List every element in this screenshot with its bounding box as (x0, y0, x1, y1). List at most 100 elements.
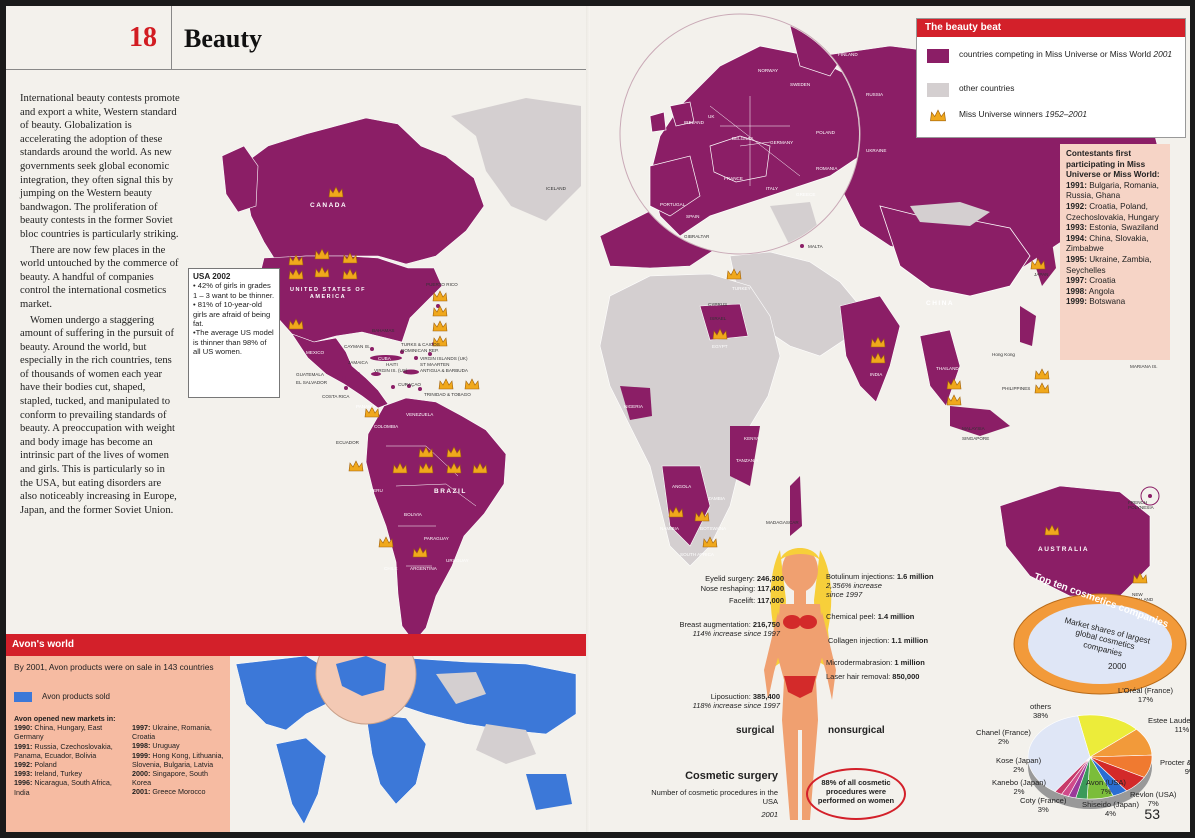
label-france: FRANCE (724, 176, 743, 181)
crown-icon (378, 536, 394, 548)
label-new-zealand: NEW ZEALAND (1132, 592, 1154, 602)
beauty-beat-legend: The beauty beat countries competing in M… (916, 18, 1186, 138)
intro-paragraph: International beauty contests promote an… (20, 93, 180, 240)
label-thailand: THAILAND (936, 366, 959, 371)
label-philippines: PHILIPPINES (1002, 386, 1031, 391)
label-poland: POLAND (816, 130, 835, 135)
avon-markets-heading: Avon opened new markets in: (14, 714, 116, 723)
legend-swatch-competing (927, 49, 949, 63)
beauty-beat-title: The beauty beat (917, 19, 1185, 37)
label-japan: JAPAN (1034, 272, 1049, 277)
label-italy: ITALY (766, 186, 779, 191)
first-row: 1999: Botswana (1066, 297, 1126, 307)
label-argentina: ARGENTINA (410, 566, 437, 571)
procedure-collagen: Collagen injection: 1.1 million (828, 636, 929, 645)
crown-icon (432, 335, 448, 347)
label-colombia: COLOMBIA (374, 424, 399, 429)
first-row: 1995: Ukraine, Zambia, Seychelles (1066, 254, 1152, 275)
legend-winners: Miss Universe winners 1952–2001 (927, 109, 1087, 123)
crown-icon (1030, 258, 1046, 270)
label-dominican: DOMINICAN REP. (401, 348, 439, 353)
label-el-salvador: EL SALVADOR (296, 380, 328, 385)
page-number: 53 (1144, 806, 1160, 822)
africa-shape (599, 273, 781, 567)
legend-other-label: other countries (959, 83, 1015, 93)
legend-swatch-other (927, 83, 949, 97)
label-iceland: ICELAND (546, 186, 566, 191)
label-angola: ANGOLA (672, 484, 692, 489)
procedure-microderm: Microdermabrasion: 1 million (826, 658, 925, 667)
avon-market-row: 1998: Uruguay (132, 741, 180, 751)
crown-icon (446, 446, 462, 458)
top-ten-cosmetics-chart: Top ten cosmetics companies Market share… (976, 571, 1190, 832)
usa-box-item: • 42% of girls in grades 1 – 3 want to b… (193, 281, 275, 300)
label-tanzania: TANZANIA (736, 458, 759, 463)
crown-icon (702, 536, 718, 548)
avon-legend: Avon products sold (14, 692, 110, 702)
label-brazil: BRAZIL (434, 488, 467, 495)
label-puerto-rico: PUERTO RICO (426, 282, 458, 287)
crown-icon (288, 318, 304, 330)
procedure-botulinum: Botulinum injections: 1.6 million 2,356% … (826, 572, 934, 599)
pie-label-value: 7% (1100, 787, 1112, 797)
label-trinidad: TRINIDAD & TOBAGO (424, 392, 471, 397)
crown-icon (464, 378, 480, 390)
label-turks: TURKS & CAICOS (401, 342, 440, 347)
label-madagascar: MADAGASCAR (766, 520, 799, 525)
intro-paragraph: Women undergo a staggering amount of suf… (20, 314, 177, 516)
procedure-facelift: Facelift: 117,000 (728, 596, 784, 605)
usa-box-item: •The average US model is thinner than 98… (193, 328, 274, 357)
avon-markets-right: 1997: Ukraine, Romania, Croatia 1998: Ur… (132, 723, 226, 797)
label-cyprus: CYPRUS (708, 302, 728, 307)
label-st-maarten: ST MAARTEN (420, 362, 450, 367)
avons-world-section: Avon's world By 2001, Avon products were… (6, 634, 586, 832)
avon-panel (6, 656, 230, 832)
chapter-title: Beauty (184, 24, 262, 53)
avon-market-row: 2001: Greece Morocco (132, 787, 206, 797)
pie-label-name: Procter & Gamble (1160, 758, 1190, 767)
label-ecuador: ECUADOR (336, 440, 359, 445)
label-antigua: ANTIGUA & BARBUDA (420, 368, 468, 373)
pie-label-name: Coty (France) (1020, 796, 1067, 805)
avon-markets-left: Avon opened new markets in: 1990: China,… (14, 714, 126, 797)
label-venezuela: VENEZUELA (406, 412, 434, 417)
avon-legend-label: Avon products sold (42, 692, 110, 702)
first-row: 1997: Croatia (1066, 276, 1116, 286)
label-nigeria: NIGERIA (624, 404, 643, 409)
pie-slices (1027, 714, 1153, 809)
legend-other: other countries (927, 83, 1014, 97)
label-turkey: TURKEY (732, 286, 751, 291)
crown-icon (1034, 382, 1050, 394)
label-malta: MALTA (808, 244, 823, 249)
pie-label-value: 38% (1032, 711, 1049, 721)
legend-winners-label: Miss Universe winners 1952–2001 (959, 109, 1088, 119)
crown-icon (946, 378, 962, 390)
crown-icon (288, 268, 304, 280)
crown-icon (446, 462, 462, 474)
avon-market-row: 1999: Hong Kong, Lithuania, Slovenia, Bu… (132, 750, 224, 769)
label-paraguay: PARAGUAY (424, 536, 449, 541)
crown-icon (342, 268, 358, 280)
label-virgin: VIRGIN IS. (US) (374, 368, 408, 373)
avon-market-row: 2000: Singapore, South Korea (132, 769, 208, 788)
pie-label-value: 7% (1147, 799, 1159, 809)
pie-label-name: Avon (USA) (1086, 778, 1126, 787)
pie-label-value: 2% (1013, 787, 1025, 797)
label-germany: GERMANY (770, 140, 794, 145)
pie-label-value: 2% (997, 737, 1009, 747)
first-row: 1994: China, Slovakia, Zimbabwe (1066, 233, 1149, 254)
label-norway: NORWAY (758, 68, 779, 73)
pie-label-name: others (1030, 702, 1052, 711)
india-shape (839, 295, 901, 403)
pie-label-name: Shiseido (Japan) (1082, 800, 1139, 809)
pie-label: Procter & Gamble9% (1160, 758, 1190, 777)
pie-label-value: 17% (1137, 695, 1154, 705)
avon-market-row: 1992: Poland (14, 760, 57, 770)
pie-label-value: 3% (1037, 805, 1049, 815)
chapter-number: 18 (6, 6, 172, 70)
first-row: 1993: Estonia, Swaziland (1066, 223, 1159, 233)
first-row: 1991: Bulgaria, Romania, Russia, Ghana (1066, 180, 1159, 201)
label-israel: ISRAEL (710, 316, 727, 321)
crown-icon (342, 252, 358, 264)
label-india: INDIA (870, 372, 883, 377)
